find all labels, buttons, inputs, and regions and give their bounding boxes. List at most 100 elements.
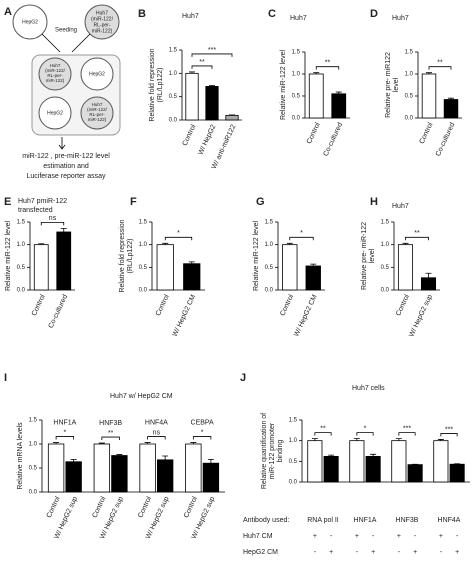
y-tick-label: 1.5 [292,50,301,56]
significance-label: * [300,230,303,237]
table-row-label: HepG2 CM [243,549,278,556]
x-tick-label: W/ HepG2 sup [408,294,434,339]
table-cell: HNF1A [354,517,377,524]
error-bar [188,261,195,264]
y-tick-label: 0.5 [292,94,301,100]
significance-bracket [40,221,65,226]
error-bar [38,243,45,245]
error-bar [425,272,432,278]
y-axis-label: Relative miR-122 level [280,50,287,120]
error-bar [60,227,67,232]
cell-label: Huh7 [96,10,108,16]
significance-label: * [201,429,204,436]
cell-label: RL-per- [47,73,63,78]
table-cell: HNF3B [396,517,419,524]
y-tick-label: 1.0 [265,242,274,248]
table-cell: + [313,533,317,540]
result-text: miR-122 , pre-miR-122 level [22,153,110,160]
cell-label: (miR-122/ [45,68,66,73]
cell-label: miR-122) [46,78,65,83]
y-tick-label: 1.5 [405,50,414,56]
panel-letter: E [4,196,11,208]
bar [282,244,298,291]
y-axis-label: Relative fold repression [149,48,156,121]
y-axis-label: (RL/Lp122) [157,67,164,102]
y-tick-label: 0.5 [289,459,298,465]
panel-letter: H [370,196,378,208]
cell-circle [80,57,114,91]
cell-circle [38,96,72,130]
result-text: Luciferase reporter assay [27,173,106,180]
significance-label: *** [208,47,216,54]
y-axis-label: level [393,77,400,92]
bar [225,114,239,121]
x-tick-label: Control [183,495,199,519]
bar [183,263,201,291]
table-cell: + [355,533,359,540]
table-cell: + [329,549,333,556]
group-label: HNF3B [99,420,122,427]
y-tick-label: 0.0 [289,480,298,486]
bar [307,440,323,483]
bar [47,443,65,493]
x-tick-label: Control [155,293,171,317]
panel-title: transfected [18,207,53,214]
table-row-label: Huh7 CM [243,533,273,540]
table-cell: + [439,533,443,540]
significance-bracket [289,236,314,241]
y-axis-label: Relative miR-122 level [5,221,12,291]
table-cell: + [397,533,401,540]
y-tick-label: 1.5 [17,220,26,226]
x-tick-label: W/ HepG2 CM [293,294,319,338]
bar [449,463,465,483]
y-tick-label: 0.0 [17,288,26,294]
panel-title: Huh7 [392,15,409,22]
significance-label: * [64,429,67,436]
table-cell: - [398,549,401,556]
significance-label: ns [49,215,57,222]
significance-bracket [101,436,120,441]
y-axis-label: Relative miR-122 level [253,221,260,291]
table-cell: - [356,549,359,556]
y-tick-label: 1.0 [289,438,298,444]
y-tick-label: 1.5 [139,220,148,226]
cell-label: HepG2 [89,71,105,77]
y-tick-label: 0.0 [169,118,178,124]
significance-bracket [315,66,340,70]
table-cell: - [456,533,459,540]
x-tick-label: W/ HepG2 [197,124,217,157]
significance-bracket [147,436,166,440]
significance-bracket [191,53,233,57]
error-bar [190,442,197,444]
bar [443,99,459,119]
group-label: CEBPA [191,419,215,426]
error-bar [328,454,335,457]
cell-circle [80,96,114,130]
error-bar [209,85,215,87]
x-tick-label: Co-cultured [48,294,70,330]
bar [365,455,381,483]
significance-bracket [356,432,374,436]
panel-letter: A [4,6,12,18]
significance-label: ** [108,430,114,437]
y-tick-label: 0.0 [405,116,414,122]
x-tick-label: Control [419,121,435,145]
bar [139,443,156,493]
panel-title: Huh7 pmiR-122 [18,198,67,205]
panel-letter: I [4,372,7,384]
bar [156,459,174,493]
significance-bracket [440,433,458,437]
bar [111,455,128,493]
bar [185,443,202,493]
table-cell: + [413,549,417,556]
cell-label: Huh7 [92,102,103,107]
error-bar [98,442,105,444]
panel-title: Huh7 cells [352,385,385,392]
y-tick-label: 0.0 [265,288,274,294]
significance-label: ** [325,60,331,67]
y-tick-label: 1.0 [405,72,414,78]
x-tick-label: Control [137,495,153,519]
cell-label: miR-122) [88,117,107,122]
cell-circle [12,4,48,40]
